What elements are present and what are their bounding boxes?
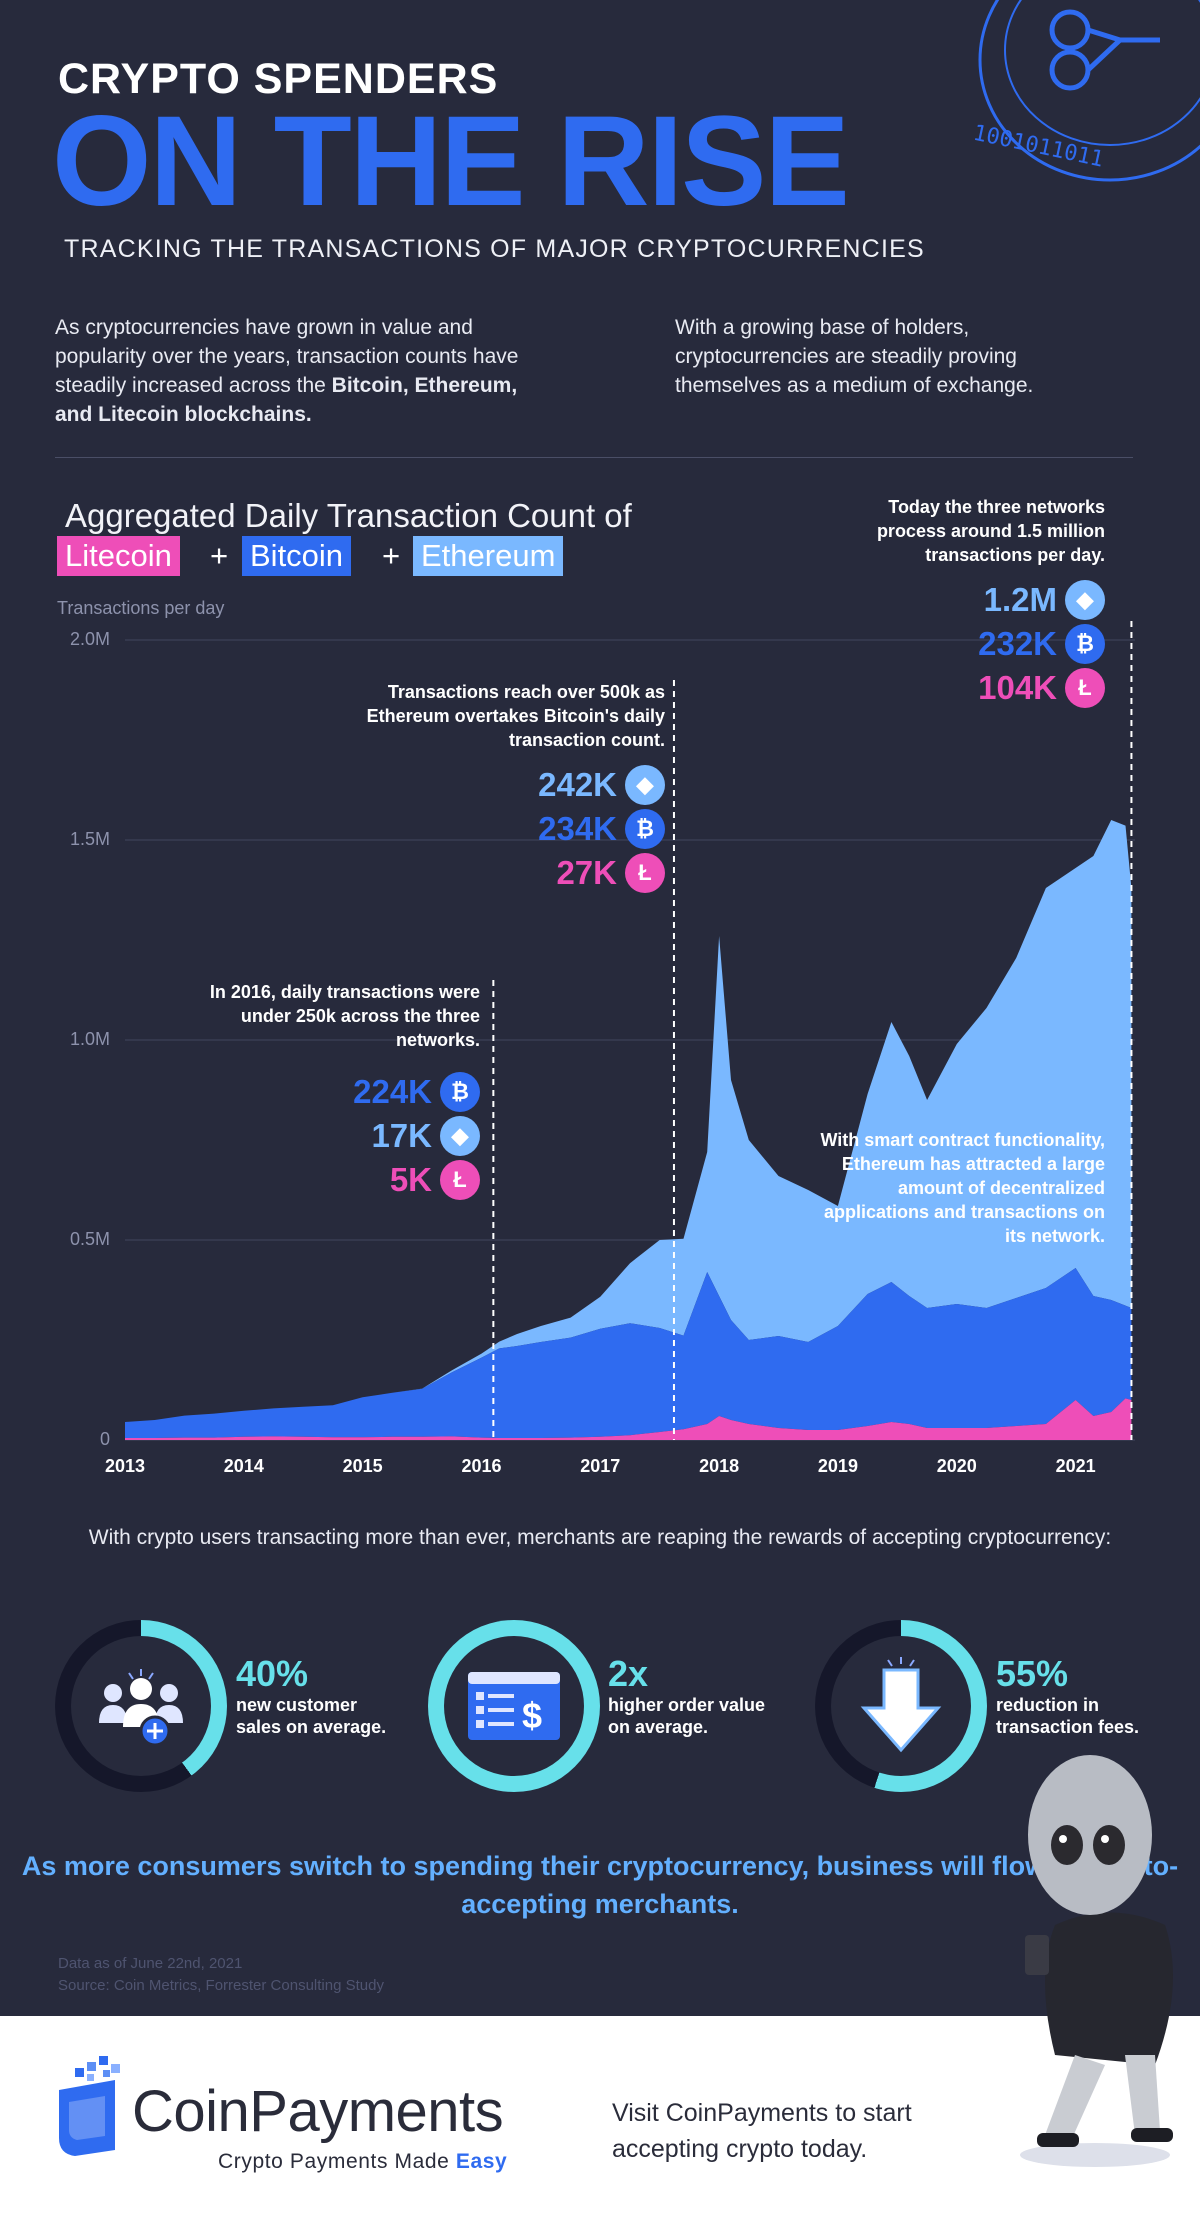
stacked-area-chart: 0 0.5M 1.0M 1.5M 2.0M 2013 2014 2015 2016 2017 201…	[70, 620, 1135, 1476]
ethereum-icon: ◆	[1065, 580, 1105, 620]
legend-ethereum: Ethereum	[413, 536, 564, 576]
arrow-down-icon	[860, 1657, 942, 1753]
area-litecoin	[125, 1398, 1132, 1440]
stat-value: 1.2M	[983, 581, 1057, 618]
benefit-ring-inner: $	[444, 1636, 584, 1776]
coinpayments-logo-icon	[59, 2056, 120, 2156]
stat-row: 104K Ł	[920, 666, 1105, 710]
y-tick-label: 1.0M	[70, 1029, 110, 1049]
ethereum-icon: ◆	[440, 1116, 480, 1156]
stat-row: 1.2M ◆	[920, 578, 1105, 622]
x-tick-label: 2021	[1056, 1456, 1096, 1476]
x-tick-label: 2017	[580, 1456, 620, 1476]
intro-left-bold: Bitcoin, Ethereum, and Litecoin blockcha…	[55, 374, 518, 426]
title-big: ON THE RISE	[52, 90, 850, 233]
x-tick-label: 2015	[343, 1456, 383, 1476]
stat-value: 242K	[538, 766, 617, 803]
bitcoin-icon: ₿	[1065, 624, 1105, 664]
benefit-value: 55%	[996, 1653, 1069, 1694]
x-tick-label: 2016	[461, 1456, 501, 1476]
y-tick-label: 0.5M	[70, 1229, 110, 1249]
annotation-2016: In 2016, daily transactions were under 2…	[209, 982, 480, 1050]
stat-row: 224K ₿	[300, 1070, 480, 1114]
tagline-plain: Crypto Payments Made	[218, 2150, 450, 2173]
benefit-text: reduction in transaction fees.	[996, 1695, 1140, 1737]
y-tick-label: 2.0M	[70, 629, 110, 649]
annotation-ethereum: With smart contract functionality, Ether…	[820, 1130, 1105, 1246]
y-axis-label: Transactions per day	[57, 598, 225, 618]
divider	[55, 457, 1133, 458]
stats-2017: 242K ◆ 234K ₿ 27K Ł	[480, 763, 665, 895]
stat-value: 224K	[353, 1073, 432, 1110]
intro-right: With a growing base of holders, cryptocu…	[675, 316, 1034, 397]
stats-2016: 224K ₿ 17K ◆ 5K Ł	[300, 1070, 480, 1202]
tagline-bold: Easy	[455, 2150, 508, 2173]
benefit-ring-inner	[71, 1636, 211, 1776]
coin-graphic-icon: 1001011011	[971, 0, 1200, 182]
annotation-today: Today the three networks process around …	[876, 497, 1105, 565]
stat-row: 242K ◆	[480, 763, 665, 807]
stat-row: 5K Ł	[300, 1158, 480, 1202]
chart-title: Aggregated Daily Transaction Count of	[65, 497, 632, 534]
legend-plus: +	[382, 538, 401, 573]
call-to-action: Visit CoinPayments to start accepting cr…	[612, 2099, 912, 2163]
stat-value: 234K	[538, 810, 617, 847]
title-small: CRYPTO SPENDERS	[58, 55, 499, 103]
benefit-ring	[815, 1620, 987, 1792]
bitcoin-icon: ₿	[625, 809, 665, 849]
stat-value: 17K	[371, 1117, 432, 1154]
benefit-ring-inner	[831, 1636, 971, 1776]
invoice-dollar-icon: $	[468, 1672, 560, 1740]
closing-statement: As more consumers switch to spending the…	[21, 1851, 1179, 1919]
users-add-icon	[99, 1669, 183, 1747]
bitcoin-icon: ₿	[440, 1072, 480, 1112]
ethereum-icon: ◆	[625, 765, 665, 805]
stat-value: 27K	[556, 854, 617, 891]
benefit-ring	[55, 1620, 227, 1792]
alien-mascot-icon	[1020, 1755, 1173, 2167]
stat-row: 27K Ł	[480, 851, 665, 895]
x-tick-label: 2020	[937, 1456, 977, 1476]
litecoin-icon: Ł	[625, 853, 665, 893]
benefit-value: 2x	[608, 1653, 649, 1694]
x-tick-label: 2014	[224, 1456, 264, 1476]
x-tick-label: 2013	[105, 1456, 145, 1476]
stats-today: 1.2M ◆ 232K ₿ 104K Ł	[920, 578, 1105, 710]
legend-plus: +	[210, 538, 229, 573]
footer	[0, 2016, 1200, 2226]
y-tick-label: 1.5M	[70, 829, 110, 849]
merchant-intro: With crypto users transacting more than …	[88, 1526, 1112, 1549]
brand-name: CoinPayments	[132, 2079, 504, 2144]
brand-tagline: Crypto Payments Made Easy	[218, 2150, 507, 2174]
svg-text:1001011011: 1001011011	[971, 121, 1106, 173]
data-date: Data as of June 22nd, 2021	[58, 1955, 243, 1972]
stat-row: 234K ₿	[480, 807, 665, 851]
y-tick-label: 0	[100, 1429, 110, 1449]
benefit-text: higher order value on average.	[608, 1695, 766, 1737]
benefit-value: 40%	[236, 1653, 309, 1694]
legend-litecoin: Litecoin	[57, 536, 180, 576]
litecoin-icon: Ł	[440, 1160, 480, 1200]
x-tick-label: 2019	[818, 1456, 858, 1476]
benefit-ring: $	[428, 1620, 600, 1792]
annotation-2017: Transactions reach over 500k as Ethereum…	[366, 682, 665, 750]
legend-bitcoin: Bitcoin	[242, 536, 352, 576]
stat-row: 17K ◆	[300, 1114, 480, 1158]
stat-value: 104K	[978, 669, 1057, 706]
area-bitcoin	[125, 1268, 1132, 1438]
data-source: Source: Coin Metrics, Forrester Consulti…	[58, 1977, 384, 1994]
stat-value: 232K	[978, 625, 1057, 662]
stat-value: 5K	[389, 1161, 432, 1198]
area-ethereum	[125, 820, 1132, 1422]
intro-left: As cryptocurrencies have grown in value …	[55, 313, 535, 429]
benefit-text: new customer sales on average.	[236, 1695, 387, 1737]
svg-text:$: $	[522, 1695, 542, 1736]
stat-row: 232K ₿	[920, 622, 1105, 666]
x-tick-label: 2018	[699, 1456, 739, 1476]
subtitle: TRACKING THE TRANSACTIONS OF MAJOR CRYPT…	[64, 235, 925, 263]
intro-left-plain: As cryptocurrencies have grown in value …	[55, 316, 519, 397]
litecoin-icon: Ł	[1065, 668, 1105, 708]
